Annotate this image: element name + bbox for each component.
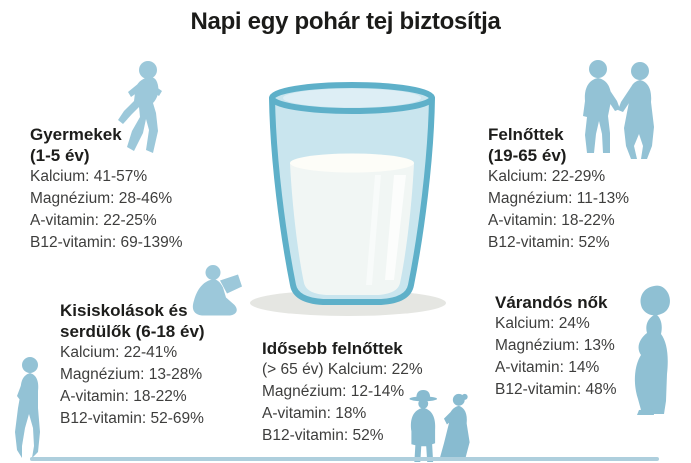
nutrient-line: Magnézium: 28-46% <box>30 190 173 207</box>
group-heading: Kisiskolások és <box>60 301 188 320</box>
group-pregnant: Várandós nők Kalcium: 24% Magnézium: 13%… <box>495 292 685 401</box>
nutrient-line: A-vitamin: 14% <box>495 359 600 376</box>
nutrient-line: B12-vitamin: 52-69% <box>60 410 204 427</box>
nutrient-line: Magnézium: 11-13% <box>488 190 630 207</box>
group-heading: (19-65 év) <box>488 146 567 165</box>
group-heading: Felnőttek <box>488 125 564 144</box>
nutrient-line: (> 65 év) Kalcium: 22% <box>262 361 423 378</box>
milk-glass-icon <box>248 75 468 325</box>
nutrient-line: B12-vitamin: 52% <box>262 427 384 444</box>
nutrient-line: A-vitamin: 18% <box>262 405 367 422</box>
footer-bar <box>30 457 659 461</box>
nutrient-line: B12-vitamin: 52% <box>488 234 610 251</box>
nutrient-line: B12-vitamin: 48% <box>495 381 617 398</box>
group-heading: (1-5 év) <box>30 146 90 165</box>
pregnant-woman-icon <box>630 284 688 417</box>
nutrient-line: A-vitamin: 22-25% <box>30 212 157 229</box>
nutrient-line: A-vitamin: 18-22% <box>60 388 187 405</box>
nutrient-line: Magnézium: 12-14% <box>262 383 405 400</box>
group-heading: Várandós nők <box>495 293 608 312</box>
group-seniors: Idősebb felnőttek (> 65 év) Kalcium: 22%… <box>262 338 477 447</box>
page-title: Napi egy pohár tej biztosítja <box>190 8 501 35</box>
group-children: Gyermekek (1-5 év) Kalcium: 41-57% Magné… <box>30 124 235 254</box>
standing-woman-icon <box>8 356 58 463</box>
group-heading: Idősebb felnőttek <box>262 339 403 358</box>
group-heading: Gyermekek <box>30 125 122 144</box>
group-schoolchildren: Kisiskolások és serdülők (6-18 év) Kalci… <box>60 300 275 430</box>
running-child-icon <box>115 60 170 165</box>
reading-child-icon <box>186 264 244 320</box>
nutrient-line: A-vitamin: 18-22% <box>488 212 615 229</box>
nutrient-line: B12-vitamin: 69-139% <box>30 234 183 251</box>
nutrient-line: Magnézium: 13-28% <box>60 366 203 383</box>
nutrient-line: Kalcium: 22-41% <box>60 344 178 361</box>
elderly-couple-icon <box>402 388 482 463</box>
adult-couple-icon <box>572 60 667 165</box>
nutrient-line: Magnézium: 13% <box>495 337 615 354</box>
nutrient-line: Kalcium: 22-29% <box>488 168 606 185</box>
nutrient-line: Kalcium: 24% <box>495 315 590 332</box>
group-adults: Felnőttek (19-65 év) Kalcium: 22-29% Mag… <box>488 124 688 254</box>
group-heading: serdülők (6-18 év) <box>60 322 205 341</box>
nutrient-line: Kalcium: 41-57% <box>30 168 148 185</box>
